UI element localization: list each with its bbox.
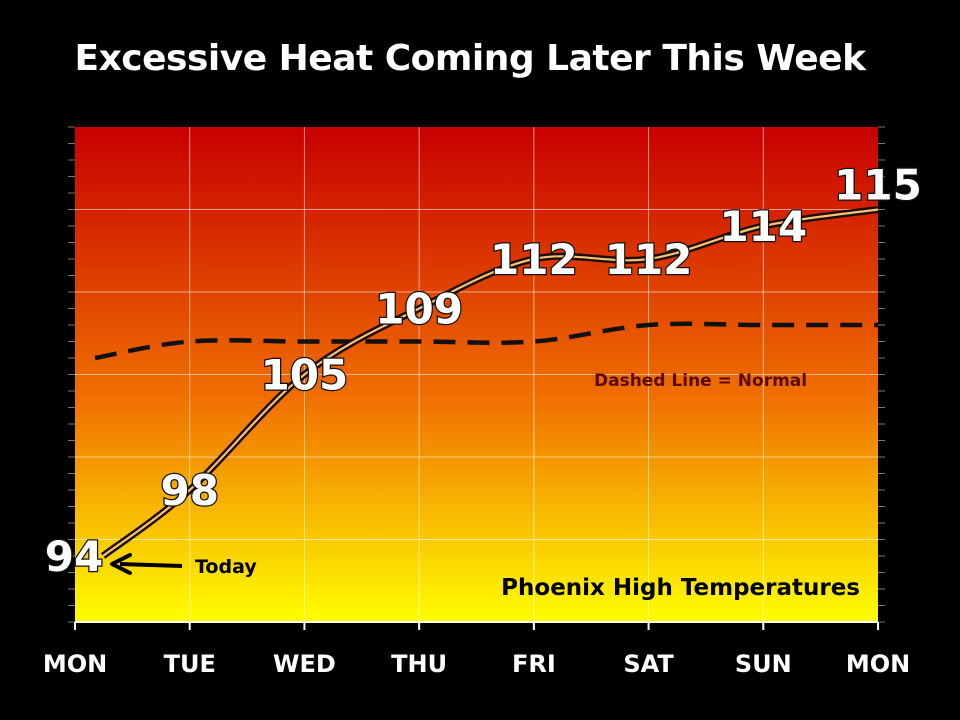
- today-arrow: [110, 553, 183, 575]
- x-tick-label: SAT: [623, 650, 674, 678]
- x-tick-label: MON: [846, 650, 910, 678]
- today-label: Today: [195, 556, 257, 578]
- x-tick-label: MON: [43, 650, 107, 678]
- x-tick-label: FRI: [512, 650, 556, 678]
- x-axis-labels: MON TUE WED THU FRI SAT SUN MON: [43, 650, 910, 678]
- x-tick-label: WED: [273, 650, 336, 678]
- normal-line: [94, 321, 878, 361]
- value-label: 112: [490, 235, 578, 284]
- value-label: 105: [261, 351, 349, 400]
- x-tick-label: SUN: [735, 650, 792, 678]
- normal-series: [94, 321, 878, 361]
- temperature-series: [100, 206, 879, 559]
- normal-note: Dashed Line = Normal: [594, 371, 807, 391]
- value-label: 98: [160, 466, 218, 515]
- value-label: 109: [375, 285, 463, 334]
- chart-title: Excessive Heat Coming Later This Week: [74, 38, 866, 79]
- value-label: 115: [834, 161, 922, 210]
- x-tick-label: THU: [391, 650, 447, 678]
- value-label: 94: [45, 532, 103, 581]
- value-label: 112: [605, 235, 693, 284]
- value-labels: 94 98 105 109 112 112 114 115: [44, 159, 924, 582]
- axis-ticks: [68, 126, 885, 630]
- grid-lines: [75, 127, 878, 622]
- chart-subtitle: Phoenix High Temperatures: [501, 575, 860, 601]
- forecast-line: [102, 208, 879, 557]
- x-tick-label: TUE: [164, 650, 216, 678]
- value-label: 114: [719, 202, 807, 251]
